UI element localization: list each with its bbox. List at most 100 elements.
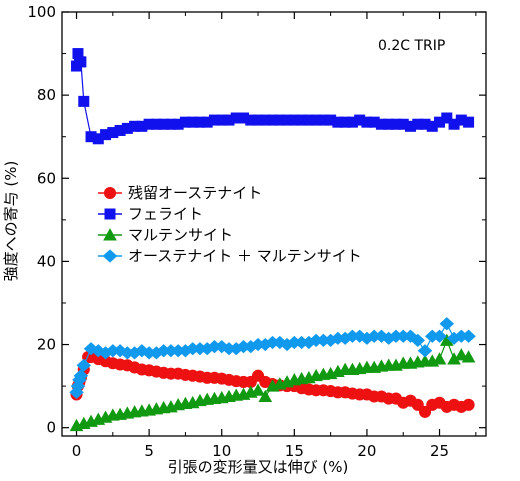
- data-point-austenite-plus-martensite: [316, 333, 331, 347]
- data-point-ferrite: [223, 114, 235, 126]
- data-point-ferrite: [368, 116, 380, 128]
- data-point-ferrite: [412, 118, 424, 130]
- data-point-austenite-plus-martensite: [432, 329, 447, 343]
- data-point-ferrite: [107, 127, 119, 139]
- data-point-ferrite: [434, 116, 446, 128]
- data-point-austenite-plus-martensite: [461, 329, 476, 343]
- data-point-ferrite: [72, 48, 84, 60]
- data-point-austenite-plus-martensite: [170, 344, 186, 358]
- legend-marker-martensite: [103, 228, 117, 241]
- legend-marker-ferrite: [104, 208, 116, 220]
- data-point-austenite-plus-martensite: [250, 337, 266, 352]
- data-point-ferrite: [274, 114, 286, 126]
- legend-label-retained-austenite: 残留オーステナイト: [128, 184, 262, 202]
- data-point-austenite-plus-martensite: [207, 340, 222, 354]
- data-point-ferrite: [426, 120, 438, 132]
- series-austenite-plus-martensite: [69, 317, 476, 399]
- data-point-ferrite: [114, 124, 126, 136]
- data-point-ferrite: [92, 133, 104, 145]
- data-point-ferrite: [259, 114, 271, 126]
- data-point-ferrite: [375, 118, 387, 130]
- data-point-austenite-plus-martensite: [185, 342, 200, 356]
- legend-label-ferrite: フェライト: [128, 205, 203, 223]
- data-point-austenite-plus-martensite: [417, 344, 433, 358]
- data-point-ferrite: [310, 114, 322, 126]
- data-point-austenite-plus-martensite: [156, 344, 171, 358]
- y-tick-label: 40: [37, 252, 56, 270]
- legend-marker-retained-austenite: [103, 186, 117, 200]
- data-point-austenite-plus-martensite: [163, 344, 179, 358]
- data-point-austenite-plus-martensite: [395, 329, 411, 343]
- data-point-martensite: [461, 350, 476, 363]
- data-point-ferrite: [136, 120, 148, 132]
- data-point-ferrite: [361, 116, 373, 128]
- y-axis-label: 強度への寄与 (%): [2, 161, 20, 282]
- data-point-austenite-plus-martensite: [192, 342, 208, 356]
- data-point-austenite-plus-martensite: [91, 344, 106, 358]
- data-point-ferrite: [346, 116, 358, 128]
- x-axis-label: 引張の変形量又は伸び (%): [168, 458, 349, 476]
- data-point-austenite-plus-martensite: [105, 344, 121, 358]
- series-layer: [69, 48, 476, 432]
- data-point-ferrite: [121, 122, 133, 134]
- data-point-austenite-plus-martensite: [345, 329, 360, 343]
- data-point-ferrite: [419, 118, 431, 130]
- data-point-ferrite: [448, 118, 460, 130]
- data-point-martensite: [258, 389, 273, 402]
- data-point-ferrite: [150, 118, 162, 130]
- x-tick-label: 25: [430, 442, 449, 460]
- axis-ticks: 0 5 10 15 20 25 0 20 40 60 80 100: [27, 3, 486, 460]
- data-point-ferrite: [78, 95, 90, 107]
- data-point-austenite-plus-martensite: [410, 333, 426, 347]
- series-ferrite: [71, 48, 475, 145]
- data-point-austenite-plus-martensite: [287, 335, 302, 350]
- data-point-austenite-plus-martensite: [439, 317, 455, 331]
- data-point-ferrite: [245, 114, 257, 126]
- x-tick-label: 10: [212, 442, 231, 460]
- data-point-ferrite: [158, 118, 170, 130]
- data-point-austenite-plus-martensite: [83, 342, 99, 356]
- data-point-ferrite: [296, 114, 308, 126]
- data-point-austenite-plus-martensite: [112, 344, 128, 358]
- data-point-martensite: [432, 352, 447, 365]
- data-point-ferrite: [238, 112, 250, 124]
- y-tick-label: 0: [46, 419, 56, 437]
- data-point-austenite-plus-martensite: [265, 335, 280, 350]
- data-point-ferrite: [172, 118, 184, 130]
- data-point-austenite-plus-martensite: [425, 329, 440, 343]
- x-tick-label: 15: [285, 442, 304, 460]
- data-point-ferrite: [281, 114, 293, 126]
- data-point-austenite-plus-martensite: [76, 358, 92, 372]
- legend-marker-austenite-plus-martensite: [102, 249, 118, 263]
- data-point-ferrite: [216, 114, 228, 126]
- data-point-ferrite: [252, 114, 264, 126]
- data-point-austenite-plus-martensite: [214, 340, 229, 354]
- data-point-ferrite: [129, 120, 141, 132]
- data-point-ferrite: [390, 118, 402, 130]
- data-point-austenite-plus-martensite: [141, 346, 157, 360]
- data-point-ferrite: [201, 116, 213, 128]
- data-point-martensite: [251, 383, 265, 396]
- data-point-ferrite: [165, 118, 177, 130]
- data-point-ferrite: [187, 116, 199, 128]
- data-point-martensite: [439, 333, 454, 346]
- series-martensite: [69, 333, 476, 432]
- data-point-ferrite: [441, 112, 453, 124]
- data-point-ferrite: [267, 114, 279, 126]
- data-point-martensite: [447, 352, 461, 365]
- y-tick-label: 80: [37, 86, 56, 104]
- data-point-ferrite: [332, 116, 344, 128]
- data-point-ferrite: [383, 118, 395, 130]
- data-point-ferrite: [100, 129, 112, 141]
- data-point-ferrite: [325, 114, 337, 126]
- data-point-ferrite: [208, 114, 220, 126]
- data-point-ferrite: [317, 114, 329, 126]
- plot-frame: [61, 11, 487, 437]
- data-point-austenite-plus-martensite: [73, 369, 89, 383]
- data-point-ferrite: [397, 118, 409, 130]
- chart-annotation: 0.2C TRIP: [378, 38, 445, 54]
- data-point-ferrite: [75, 56, 87, 68]
- data-point-austenite-plus-martensite: [388, 329, 404, 343]
- data-point-austenite-plus-martensite: [366, 329, 382, 343]
- data-point-ferrite: [194, 116, 206, 128]
